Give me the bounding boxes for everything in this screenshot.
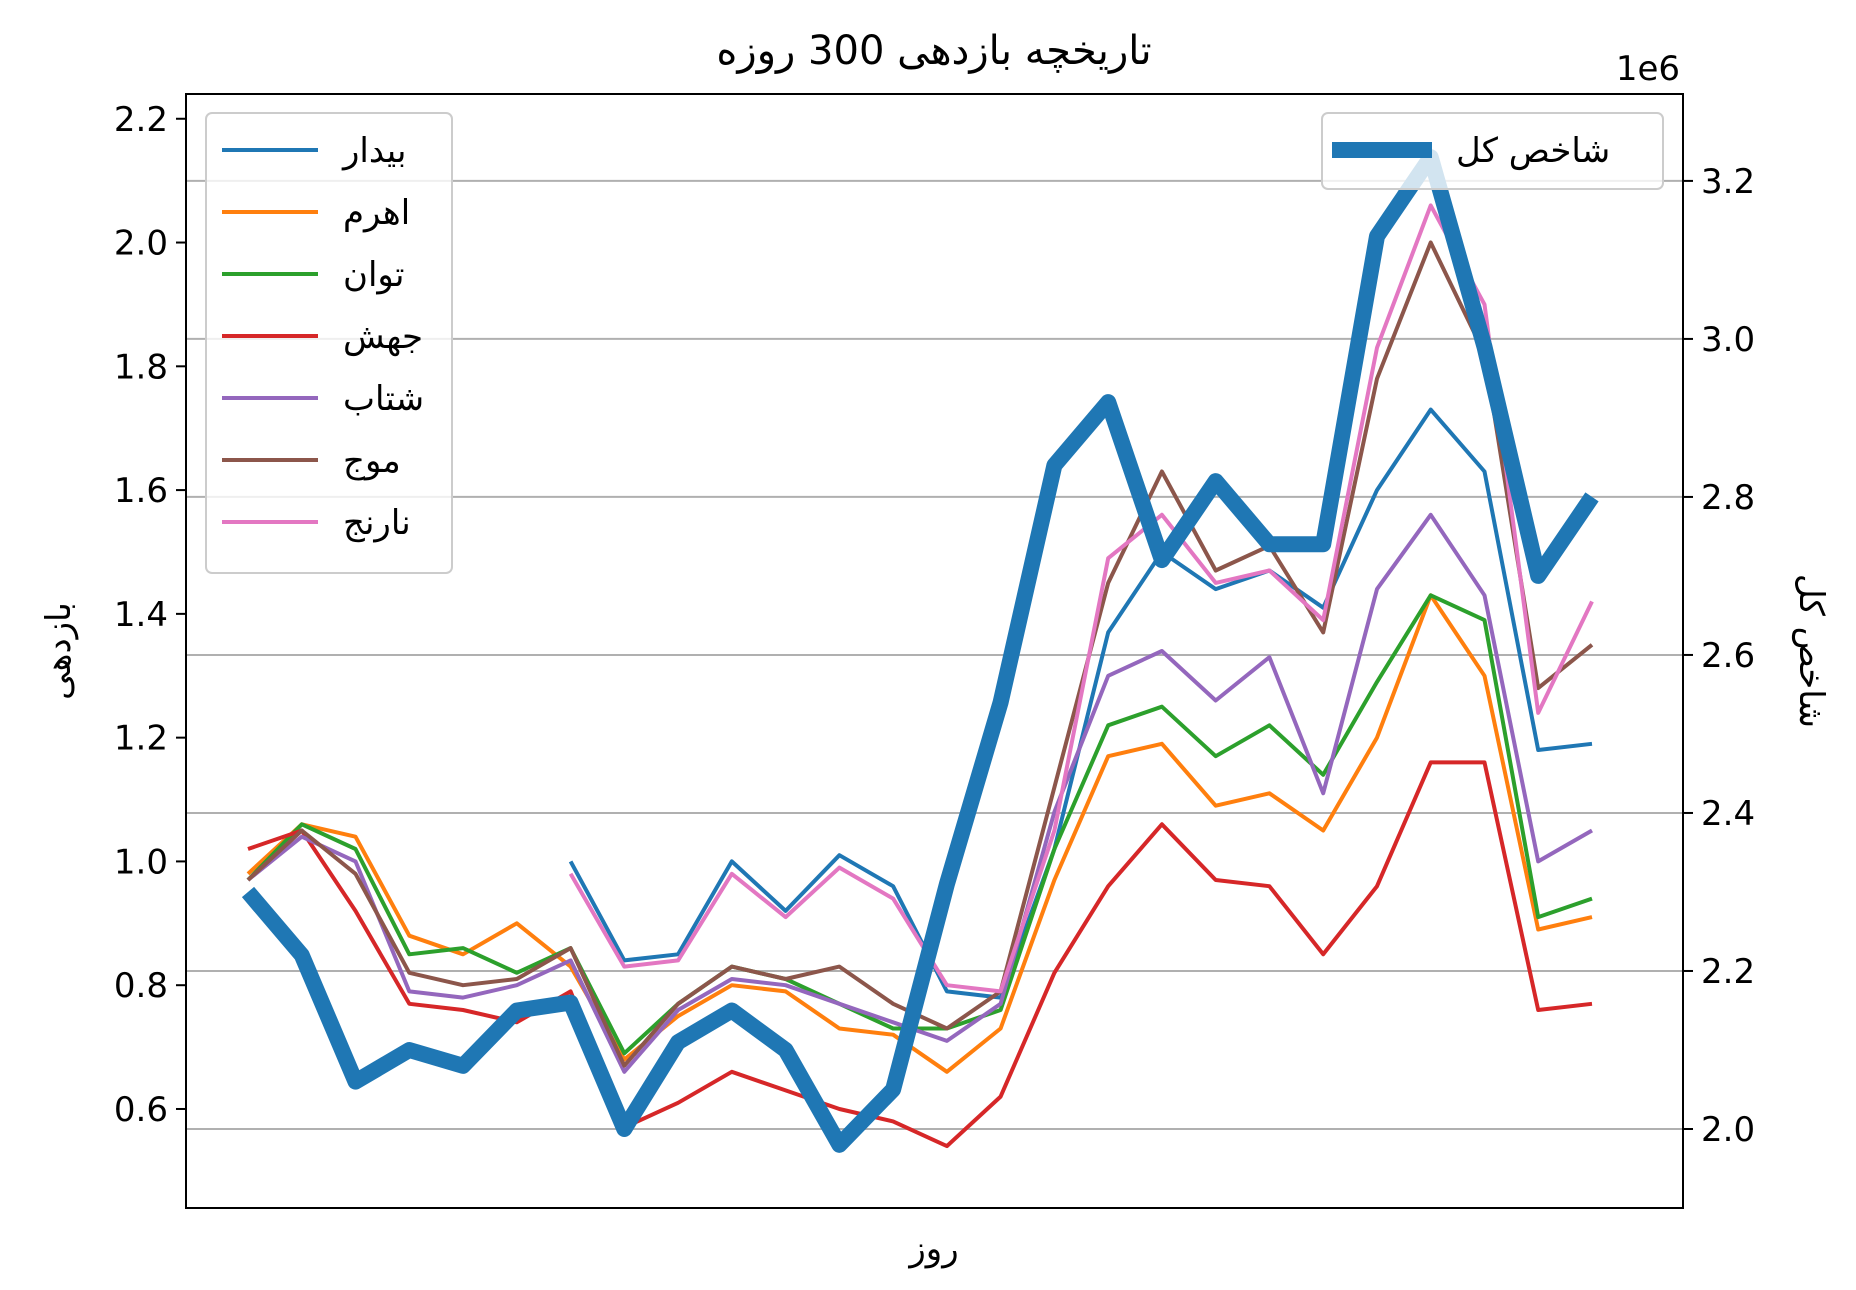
y2-tick-label: 2.4	[1701, 794, 1755, 834]
y2-tick-label: 3.0	[1701, 320, 1755, 360]
x-axis-label: روز	[907, 1229, 958, 1269]
legend-label: موج	[343, 441, 401, 481]
y2-tick-label: 2.8	[1701, 478, 1755, 518]
series-line	[246, 593, 1593, 1074]
y2-axis-label: شاخص کل	[1791, 574, 1831, 728]
series-line-index	[241, 149, 1599, 1153]
y2-tick-label: 2.2	[1701, 952, 1755, 992]
plot-frame	[185, 93, 1684, 1209]
series-lines	[241, 149, 1599, 1153]
legend-label: توان	[343, 255, 404, 295]
legend-label: شتاب	[343, 379, 424, 419]
legend-left: بیدار اهرم توان جهش شتاب موج نارنج	[205, 112, 453, 574]
legend-right-box	[1321, 112, 1664, 190]
y-tick-label: 1.6	[114, 471, 168, 511]
legend-label: شاخص کل	[1456, 131, 1610, 171]
left-axis: 0.6 0.8 1.0 1.2 1.4 1.6 1.8 2.0 2.2	[114, 100, 186, 1130]
legend-label: نارنج	[343, 503, 411, 543]
y-tick-label: 1.8	[114, 347, 168, 387]
chart-title: تاریخچه بازدهی 300 روزه	[716, 28, 1151, 74]
right-axis: 2.0 2.2 2.4 2.6 2.8 3.0 3.2	[1683, 162, 1755, 1150]
y-tick-label: 2.2	[114, 100, 168, 140]
y-tick-label: 0.8	[114, 966, 168, 1006]
y2-tick-label: 2.6	[1701, 636, 1755, 676]
series-line	[247, 760, 1593, 1149]
y-axis-label: بازدهی	[39, 602, 79, 700]
legend-label: جهش	[343, 317, 423, 357]
y-tick-label: 0.6	[114, 1090, 168, 1130]
y-tick-label: 2.0	[114, 224, 168, 264]
series-line	[246, 512, 1593, 1074]
y2-tick-label: 2.0	[1701, 1110, 1755, 1150]
legend-right: شاخص کل	[1321, 112, 1664, 190]
legend-label: اهرم	[343, 193, 410, 233]
y-tick-label: 1.2	[114, 719, 168, 759]
series-line	[568, 203, 1594, 994]
y2-tick-label: 3.2	[1701, 162, 1755, 202]
series-line	[246, 593, 1593, 1056]
y-tick-label: 1.4	[114, 595, 168, 635]
legend-label: بیدار	[341, 131, 406, 171]
y2-offset-label: 1e6	[1616, 49, 1680, 89]
y-tick-label: 1.0	[114, 842, 168, 882]
